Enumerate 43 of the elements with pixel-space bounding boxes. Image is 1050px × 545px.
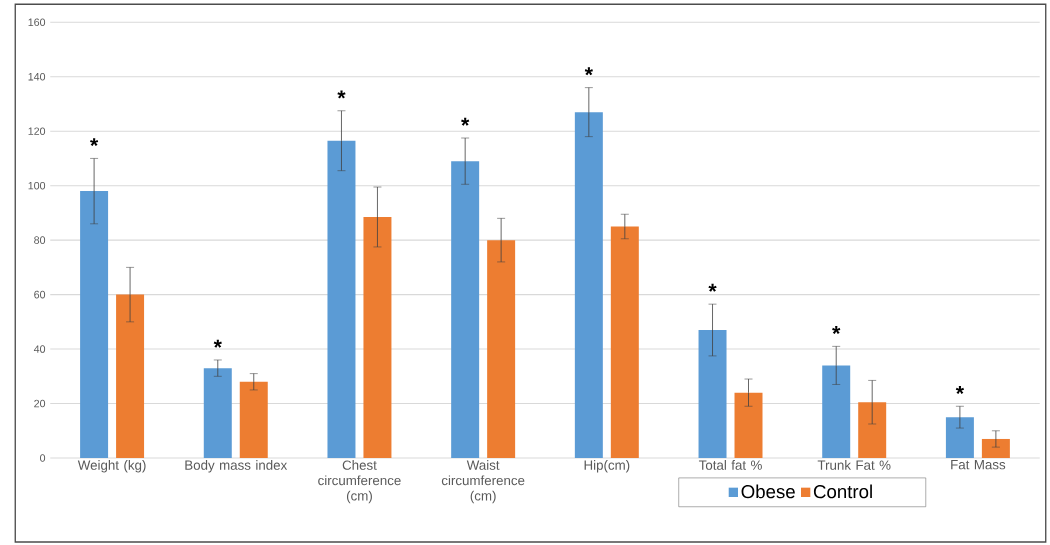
x-tick-label: Weight (kg) bbox=[77, 459, 146, 473]
bar bbox=[822, 365, 851, 458]
annotation: * bbox=[708, 283, 717, 292]
bar bbox=[858, 402, 887, 458]
bar bbox=[487, 240, 516, 458]
legend-label: Control bbox=[813, 484, 872, 499]
annotation: * bbox=[832, 325, 841, 334]
annotation: * bbox=[461, 117, 470, 126]
annotation: * bbox=[337, 90, 346, 99]
bar bbox=[610, 226, 639, 458]
y-tick-label: 80 bbox=[34, 236, 46, 244]
bar bbox=[734, 392, 763, 458]
x-tick-label: Total fat % bbox=[698, 459, 762, 470]
y-tick-label: 160 bbox=[28, 18, 46, 26]
x-tick-label: Chest circumference (cm) bbox=[318, 459, 401, 504]
y-tick-label: 140 bbox=[28, 72, 46, 81]
annotation: * bbox=[955, 385, 965, 394]
annotation: * bbox=[584, 67, 593, 76]
bar bbox=[203, 368, 232, 458]
annotation: * bbox=[213, 339, 222, 348]
x-tick-label: Trunk Fat % bbox=[817, 459, 891, 470]
y-tick-label: 100 bbox=[28, 181, 46, 190]
bar bbox=[239, 381, 268, 458]
bar bbox=[698, 329, 727, 458]
y-tick-label: 20 bbox=[34, 399, 46, 408]
bar bbox=[363, 216, 392, 458]
x-tick-label: Hip(cm) bbox=[584, 459, 630, 473]
y-tick-label: 120 bbox=[28, 127, 46, 135]
legend-label: Obese bbox=[741, 484, 795, 499]
bar bbox=[116, 294, 145, 458]
bar bbox=[574, 112, 603, 458]
bar bbox=[80, 190, 109, 458]
y-tick-label: 40 bbox=[33, 345, 46, 353]
bar bbox=[451, 161, 480, 458]
x-tick-label: Body mass index bbox=[185, 459, 288, 473]
y-tick-label: 0 bbox=[40, 454, 46, 462]
x-tick-label: Fat Mass bbox=[951, 459, 1006, 470]
x-tick-label: Waist circumference (cm) bbox=[441, 459, 525, 504]
bar bbox=[327, 140, 356, 458]
y-tick-label: 60 bbox=[34, 290, 46, 299]
bar bbox=[945, 417, 974, 458]
bar bbox=[981, 438, 1010, 458]
annotation: * bbox=[90, 138, 99, 146]
